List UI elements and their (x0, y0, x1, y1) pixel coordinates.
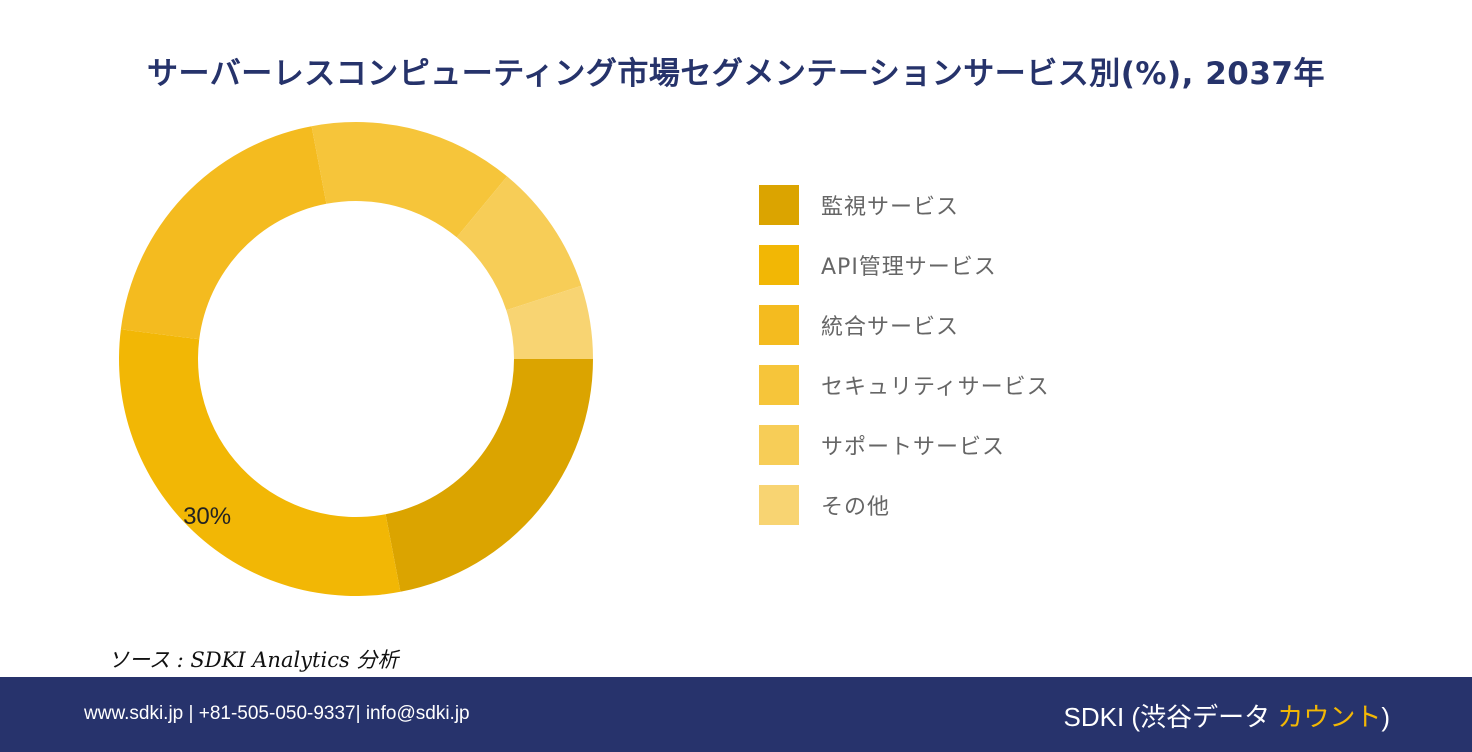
chart-title: サーバーレスコンピューティング市場セグメンテーションサービス別(%), 2037… (147, 56, 1325, 92)
slice-2 (118, 329, 401, 596)
legend-swatch (759, 185, 799, 225)
donut-chart: 30% (118, 122, 593, 596)
legend-label: 監視サービス (821, 195, 960, 220)
slice-5 (456, 176, 582, 311)
legend-item-3: 統合サービス (759, 305, 1050, 345)
slice-label-2: 30% (183, 503, 231, 530)
legend-item-2: API管理サービス (759, 245, 1050, 285)
legend-label: 統合サービス (821, 315, 960, 340)
slice-1 (385, 359, 593, 592)
legend-swatch (759, 425, 799, 465)
source-note: ソース : SDKI Analytics 分析 (108, 648, 399, 672)
slice-6 (506, 285, 593, 359)
footer-brand: SDKI (渋谷データ カウント) (1064, 697, 1390, 734)
footer-bar: www.sdki.jp | +81-505-050-9337| info@sdk… (0, 677, 1472, 752)
legend-label: その他 (821, 495, 891, 520)
brand-close: ) (1381, 702, 1390, 732)
brand-main: SDKI (渋谷データ (1063, 702, 1278, 732)
legend-swatch (759, 485, 799, 525)
chart-legend: 監視サービス API管理サービス 統合サービスセキュリティサービス サポートサービスそ… (759, 185, 1050, 545)
legend-label: API管理サービス (821, 255, 997, 280)
legend-swatch (759, 365, 799, 405)
legend-swatch (759, 305, 799, 345)
legend-item-6: その他 (759, 485, 1050, 525)
legend-item-1: 監視サービス (759, 185, 1050, 225)
legend-item-5: サポートサービス (759, 425, 1050, 465)
slice-3 (120, 126, 327, 340)
slice-4 (311, 122, 508, 238)
legend-swatch (759, 245, 799, 285)
legend-label: サポートサービス (821, 435, 1006, 460)
legend-label: セキュリティサービス (821, 375, 1050, 400)
footer-contact: www.sdki.jp | +81-505-050-9337| info@sdk… (84, 703, 470, 724)
brand-accent: カウント (1277, 702, 1382, 732)
legend-item-4: セキュリティサービス (759, 365, 1050, 405)
